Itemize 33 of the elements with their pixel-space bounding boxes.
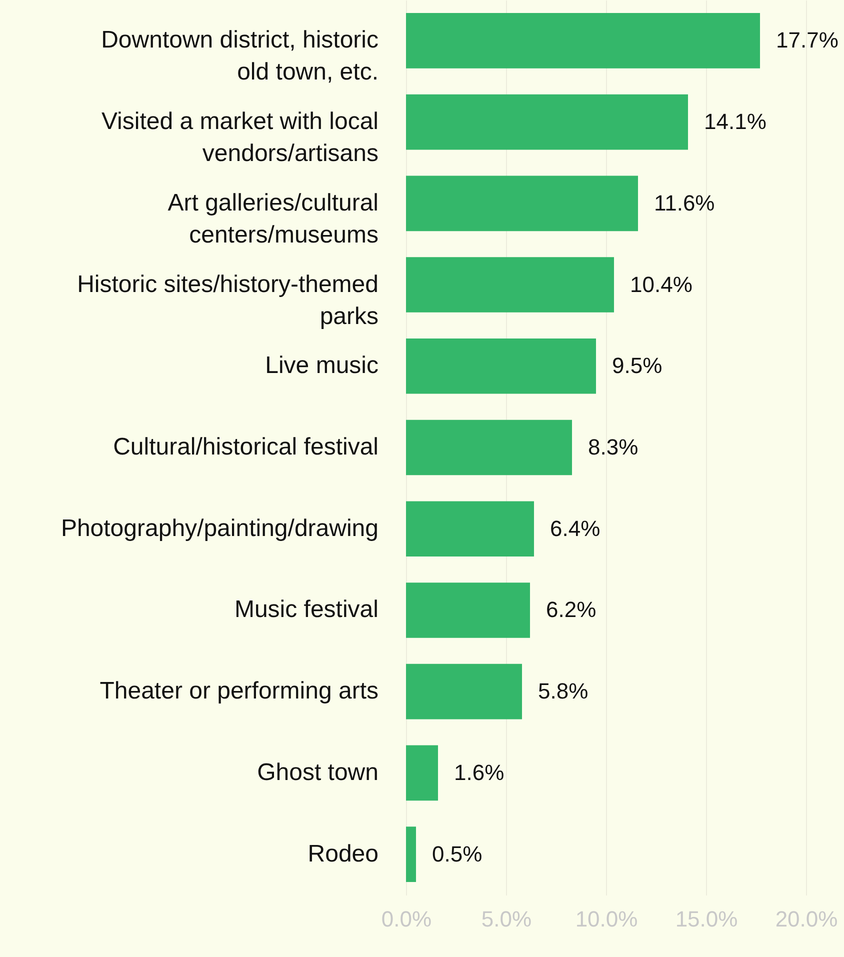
data-label: 11.6% [654,190,715,216]
data-label: 17.7% [776,28,838,53]
bar [406,582,530,638]
data-label: 5.8% [538,678,588,704]
bar [406,826,416,882]
y-tick-label: Downtown district, historic old town, etc. [101,26,378,86]
bar [406,176,638,232]
bar [406,13,760,68]
y-tick-label: Visited a market with local vendors/artisans [101,108,378,168]
bar [406,501,534,557]
data-label: 6.2% [546,597,596,622]
y-tick-label: Photography/painting/drawing [60,514,378,542]
data-label: 9.5% [612,353,662,378]
y-tick-label: Music festival [234,596,378,624]
data-label: 8.3% [588,434,638,460]
y-tick-label: Art galleries/cultural centers/museums [168,189,378,248]
bar [406,420,572,476]
bar [406,745,438,801]
y-tick-label: Rodeo [308,840,378,868]
bar [406,664,522,720]
data-label: 14.1% [704,109,766,134]
bar [406,94,688,150]
y-tick-label: Theater or performing arts [100,678,378,705]
y-tick-label: Cultural/historical festival [113,434,378,460]
bar [406,338,596,394]
data-label: 10.4% [630,272,692,297]
y-tick-label: Ghost town [257,758,378,786]
y-tick-label: Live music [265,352,378,380]
data-label: 0.5% [432,841,482,866]
bar [406,257,614,312]
y-tick-label: Historic sites/history-themed parks [77,270,378,330]
data-label: 6.4% [550,516,600,541]
data-label: 1.6% [454,760,504,785]
